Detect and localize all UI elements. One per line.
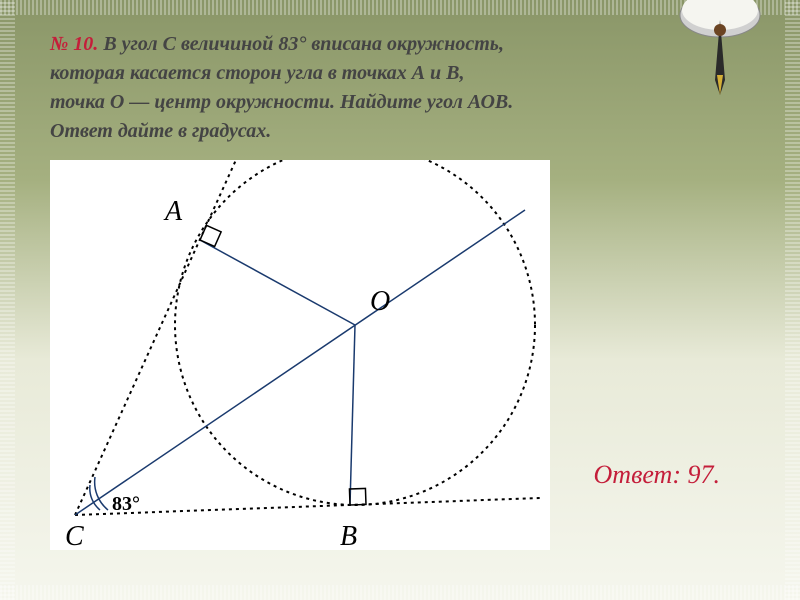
right-border-decoration	[785, 0, 800, 600]
answer-value: 97.	[688, 460, 721, 489]
radius-ob	[350, 325, 355, 505]
geometry-diagram: A B C O 83°	[50, 160, 550, 550]
problem-line-2: которая касается сторон угла в точках А …	[50, 62, 465, 84]
right-angle-marker-b	[349, 488, 366, 505]
label-b: B	[340, 521, 357, 550]
problem-number: № 10.	[50, 33, 98, 55]
answer-text: Ответ: 97.	[594, 460, 720, 490]
tangent-line-ca	[75, 160, 245, 515]
tangent-line-cb	[75, 498, 540, 515]
radius-oa	[200, 240, 355, 325]
label-c: C	[65, 521, 84, 550]
problem-line-1: В угол С величиной 83° вписана окружност…	[103, 33, 504, 55]
angle-value: 83°	[112, 493, 140, 515]
line-co	[75, 210, 525, 515]
label-o: O	[370, 286, 390, 317]
label-a: A	[163, 196, 183, 227]
problem-text: № 10. В угол С величиной 83° вписана окр…	[50, 30, 750, 146]
problem-line-4: Ответ дайте в градусах.	[50, 120, 271, 142]
bottom-border-decoration	[0, 585, 800, 600]
problem-line-3: точка О — центр окружности. Найдите угол…	[50, 91, 513, 113]
answer-label: Ответ:	[594, 460, 681, 489]
left-border-decoration	[0, 0, 15, 600]
